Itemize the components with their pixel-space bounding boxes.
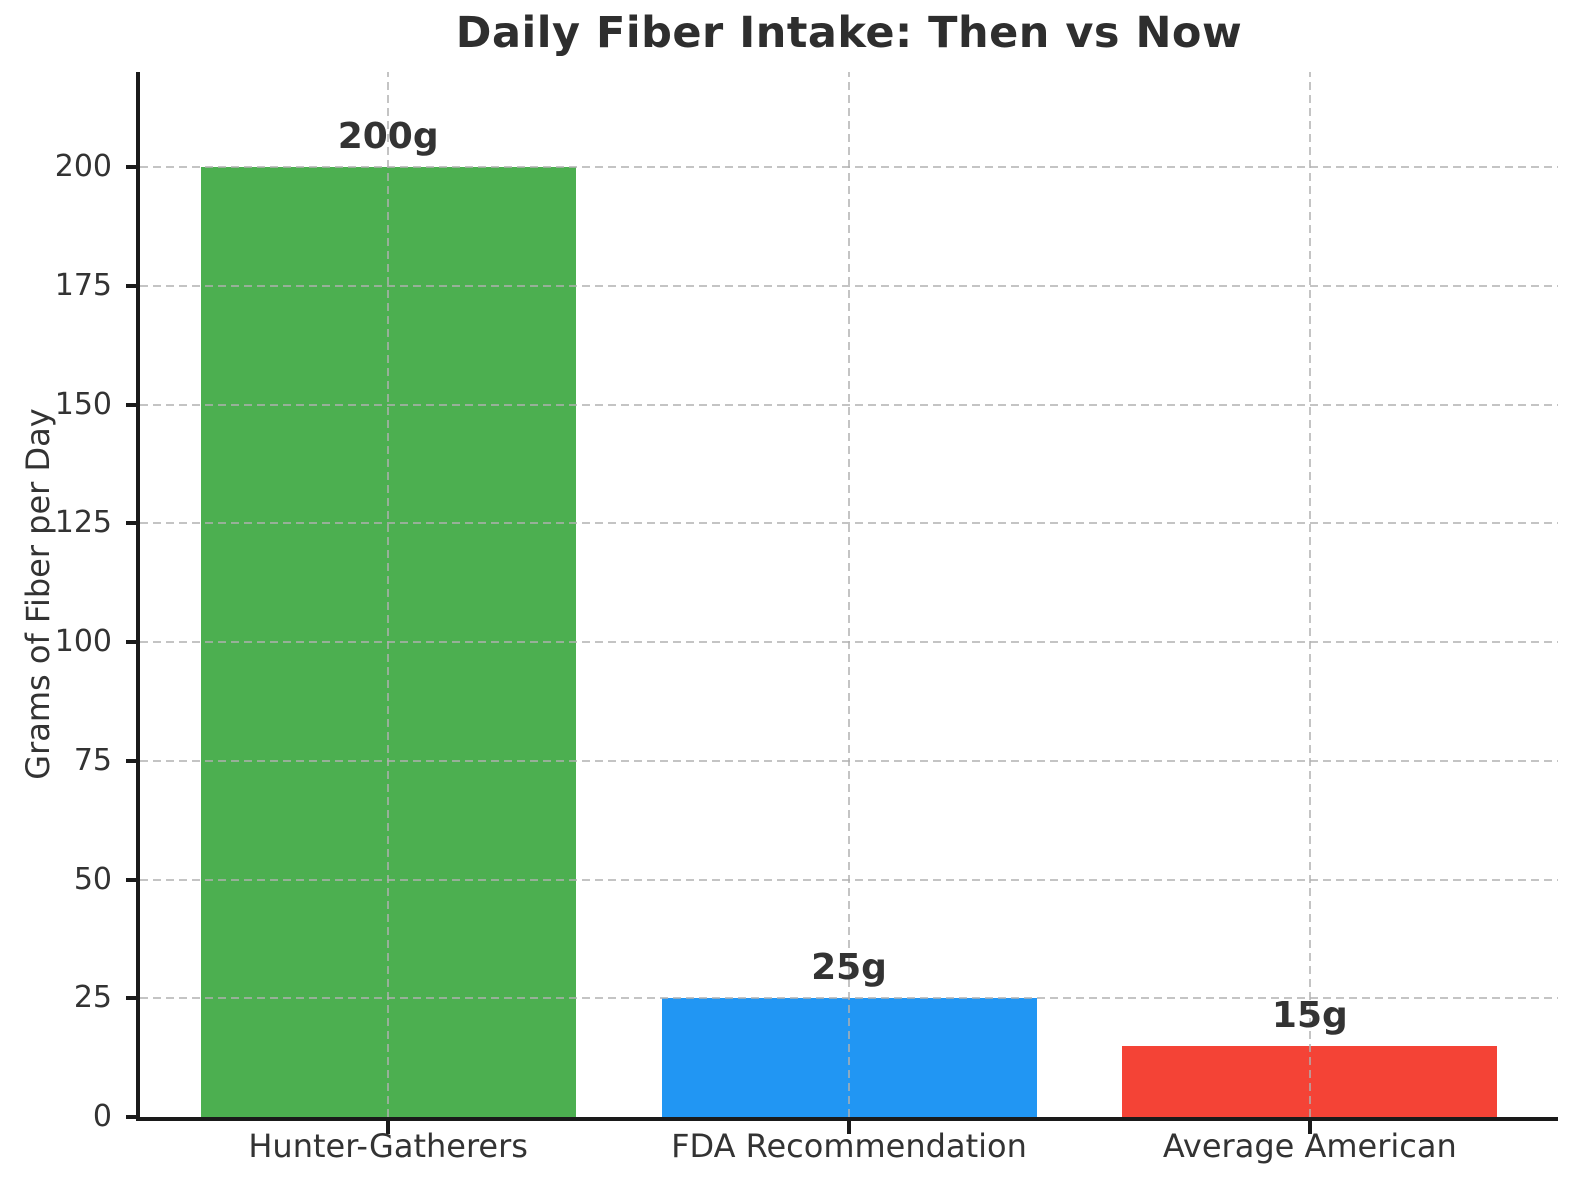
y-axis-label: Grams of Fiber per Day (19, 408, 57, 780)
y-tick-label-25: 25 (73, 980, 112, 1016)
x-category-label-fda-recommendation: FDA Recommendation (671, 1127, 1027, 1165)
y-tick-mark-0 (126, 1115, 137, 1119)
y-tick-mark-125 (126, 521, 137, 526)
bar-value-label-hunter-gatherers: 200g (337, 116, 439, 157)
bar-value-label-fda-recommendation: 25g (811, 947, 887, 989)
plot-area: 0 25 50 75 100 125 150 175 200 Hunter-Gatherers FD… (55, 72, 1558, 1165)
x-tick-mark-fda-recommendation (847, 1121, 851, 1134)
y-tick-mark-100 (126, 640, 137, 644)
x-tick-mark-hunter-gatherers (386, 1121, 391, 1134)
y-tick-label-150: 150 (54, 386, 112, 422)
y-tick-label-175: 175 (54, 267, 112, 303)
y-tick-label-75: 75 (73, 742, 112, 778)
y-axis-spine (136, 72, 140, 1121)
v-gridline-average-american (1308, 72, 1311, 1117)
v-gridline-fda-recommendation (848, 72, 850, 1117)
y-tick-label-50: 50 (73, 861, 112, 897)
bar-value-label-average-american: 15g (1271, 994, 1348, 1036)
y-tick-mark-25 (126, 996, 137, 1001)
x-category-label-average-american: Average American (1162, 1127, 1457, 1165)
y-tick-label-0: 0 (92, 1099, 112, 1134)
chart-title: Daily Fiber Intake: Then vs Now (455, 8, 1243, 58)
y-tick-mark-175 (126, 283, 137, 288)
y-tick-mark-75 (126, 758, 137, 763)
y-tick-mark-150 (126, 402, 137, 407)
y-tick-mark-200 (126, 165, 137, 169)
y-tick-label-100: 100 (54, 624, 112, 659)
x-category-label-hunter-gatherers: Hunter-Gatherers (248, 1127, 528, 1165)
x-tick-mark-average-american (1307, 1121, 1312, 1134)
y-tick-label-200: 200 (54, 149, 112, 184)
v-gridline-hunter-gatherers (387, 72, 390, 1117)
y-tick-mark-50 (126, 877, 137, 882)
y-tick-label-125: 125 (54, 505, 112, 541)
x-axis-spine (136, 1117, 1558, 1121)
